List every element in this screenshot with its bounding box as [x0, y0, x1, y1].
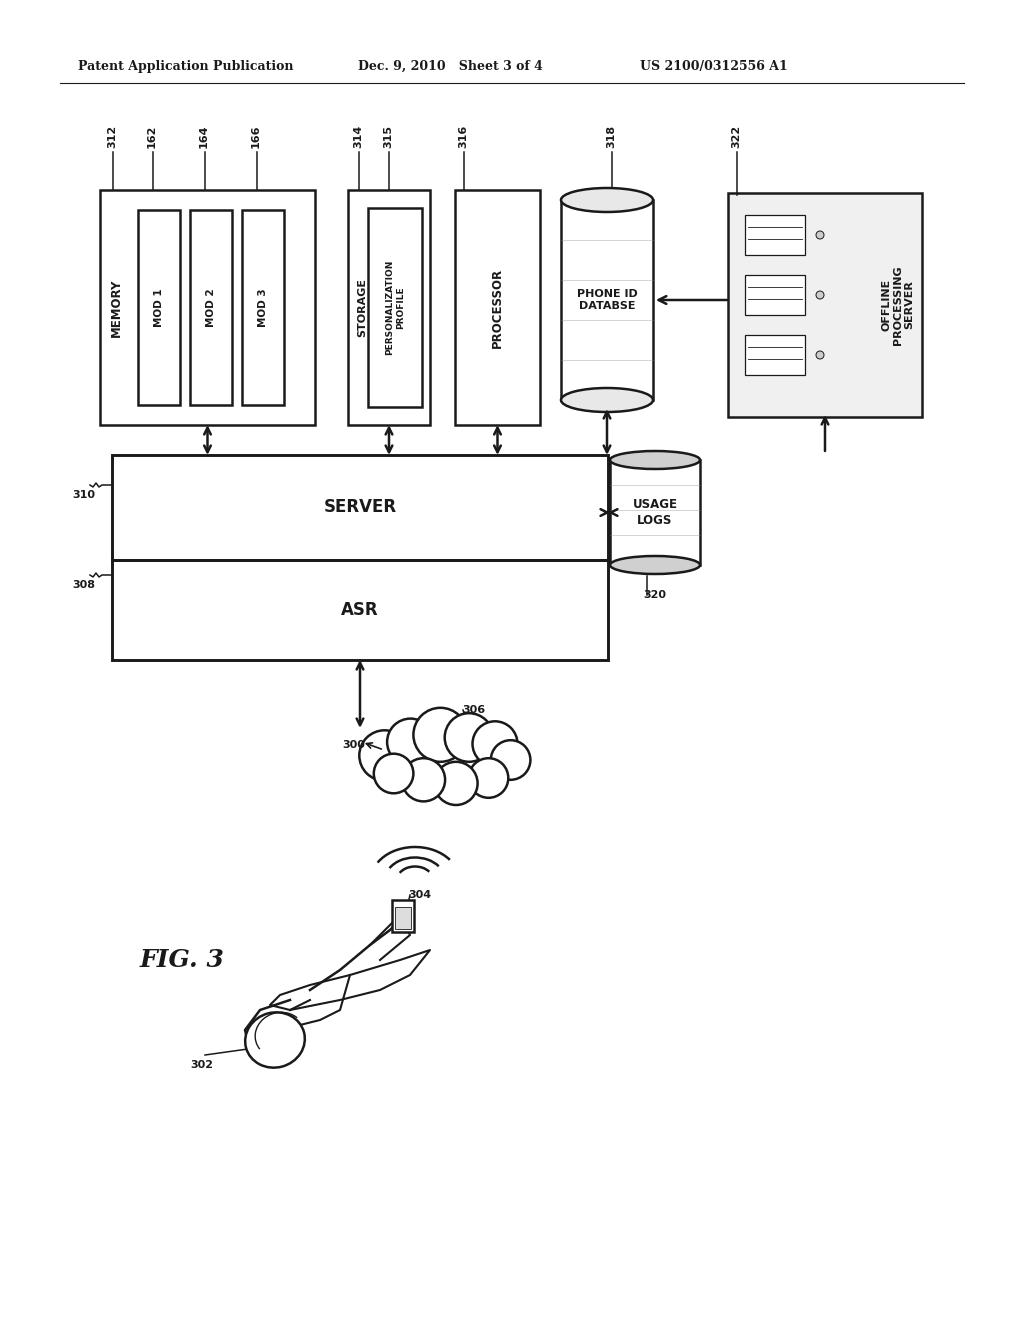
Ellipse shape — [561, 388, 653, 412]
Circle shape — [469, 758, 508, 797]
Text: 162: 162 — [147, 124, 157, 148]
Bar — [745, 335, 805, 375]
Ellipse shape — [610, 556, 700, 574]
Text: 306: 306 — [462, 705, 485, 715]
Text: PROCESSOR: PROCESSOR — [490, 268, 504, 347]
Text: MOD 2: MOD 2 — [206, 288, 216, 327]
Bar — [745, 275, 805, 315]
Bar — [348, 190, 430, 425]
Text: 166: 166 — [251, 124, 261, 148]
Circle shape — [472, 721, 517, 767]
Bar — [190, 210, 232, 405]
Text: SERVER: SERVER — [324, 499, 396, 516]
Circle shape — [490, 741, 530, 780]
Text: 314: 314 — [353, 125, 362, 148]
Bar — [112, 560, 608, 660]
Bar — [745, 215, 805, 255]
Text: 302: 302 — [190, 1060, 213, 1071]
Circle shape — [414, 708, 467, 762]
Text: 322: 322 — [731, 125, 741, 148]
Ellipse shape — [245, 1012, 305, 1068]
Circle shape — [374, 754, 414, 793]
Bar — [242, 210, 284, 405]
Bar — [392, 900, 414, 932]
Text: US 2100/0312556 A1: US 2100/0312556 A1 — [640, 59, 787, 73]
Bar — [455, 190, 540, 425]
FancyBboxPatch shape — [728, 193, 922, 417]
Text: 315: 315 — [383, 125, 393, 148]
Text: 308: 308 — [72, 579, 95, 590]
Ellipse shape — [610, 451, 700, 469]
Circle shape — [816, 351, 824, 359]
Circle shape — [444, 713, 494, 762]
Text: MEMORY: MEMORY — [110, 279, 123, 337]
Circle shape — [816, 290, 824, 300]
Text: PERSONALIZATION
PROFILE: PERSONALIZATION PROFILE — [385, 260, 404, 355]
Text: 304: 304 — [408, 890, 431, 900]
Bar — [112, 455, 608, 560]
Text: 318: 318 — [606, 125, 616, 148]
Circle shape — [816, 231, 824, 239]
Bar — [368, 209, 422, 407]
Text: STORAGE: STORAGE — [357, 279, 367, 337]
Text: PHONE ID
DATABSE: PHONE ID DATABSE — [577, 289, 637, 310]
Text: OFFLINE
PROCESSING
SERVER: OFFLINE PROCESSING SERVER — [882, 265, 914, 345]
Text: USAGE
LOGS: USAGE LOGS — [633, 499, 678, 527]
Bar — [561, 201, 653, 400]
Bar — [138, 210, 180, 405]
Text: Dec. 9, 2010   Sheet 3 of 4: Dec. 9, 2010 Sheet 3 of 4 — [358, 59, 543, 73]
Circle shape — [387, 718, 434, 766]
Text: MOD 1: MOD 1 — [154, 288, 164, 327]
Circle shape — [359, 730, 410, 780]
Text: 300: 300 — [342, 741, 365, 750]
Text: 320: 320 — [643, 590, 666, 601]
Circle shape — [434, 762, 477, 805]
Text: FIG. 3: FIG. 3 — [140, 948, 225, 972]
Circle shape — [401, 758, 445, 801]
Text: MOD 3: MOD 3 — [258, 288, 268, 327]
Bar — [100, 190, 315, 425]
Text: Patent Application Publication: Patent Application Publication — [78, 59, 294, 73]
Bar — [610, 459, 700, 565]
Text: 312: 312 — [106, 125, 117, 148]
Text: 310: 310 — [72, 490, 95, 500]
Text: 316: 316 — [458, 125, 468, 148]
Text: ASR: ASR — [341, 601, 379, 619]
Bar — [395, 907, 411, 929]
Ellipse shape — [561, 187, 653, 213]
Text: 164: 164 — [199, 124, 209, 148]
